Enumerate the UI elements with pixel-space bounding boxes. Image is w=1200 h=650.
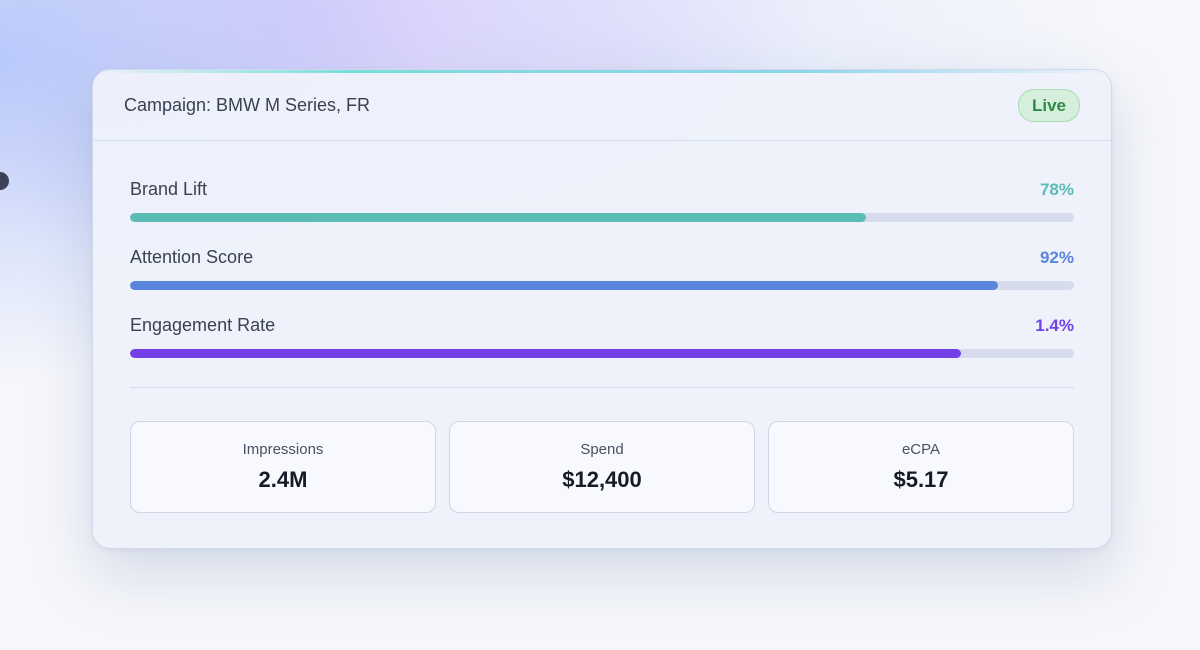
stat-impressions: Impressions 2.4M — [130, 421, 436, 513]
stat-value: $5.17 — [893, 467, 949, 492]
progress-fill — [130, 213, 867, 222]
stat-value: $12,400 — [562, 467, 642, 492]
metric-value: 92% — [1039, 248, 1074, 267]
stat-spend: Spend $12,400 — [449, 421, 755, 513]
section-divider — [130, 387, 1074, 388]
progress-track — [130, 349, 1074, 358]
campaign-title: Campaign: BMW M Series, FR — [124, 94, 371, 115]
progress-fill — [130, 349, 961, 358]
status-badge: Live — [1017, 88, 1080, 122]
background-dot — [0, 172, 9, 190]
metrics-list: Brand Lift 78% Attention Score 92% Engag… — [130, 179, 1074, 383]
metric-brand-lift: Brand Lift 78% — [130, 179, 1074, 247]
progress-track — [130, 213, 1074, 222]
metric-label: Brand Lift — [130, 179, 208, 199]
stats-row: Impressions 2.4M Spend $12,400 eCPA $5.1… — [130, 421, 1074, 513]
metric-value: 1.4% — [1035, 316, 1074, 335]
metric-label: Engagement Rate — [130, 315, 276, 335]
progress-track — [130, 281, 1074, 290]
card-accent-line — [93, 70, 1111, 73]
metric-label: Attention Score — [130, 247, 254, 267]
stat-label: eCPA — [901, 441, 941, 458]
stat-value: 2.4M — [258, 467, 308, 492]
metric-attention-score: Attention Score 92% — [130, 247, 1074, 315]
stat-ecpa: eCPA $5.17 — [768, 421, 1074, 513]
card-header: Campaign: BMW M Series, FR Live — [93, 70, 1111, 141]
metric-value: 78% — [1039, 180, 1074, 199]
metric-engagement-rate: Engagement Rate 1.4% — [130, 315, 1074, 383]
stat-label: Impressions — [242, 441, 324, 458]
stat-label: Spend — [580, 441, 624, 458]
progress-fill — [130, 281, 999, 290]
campaign-card: Campaign: BMW M Series, FR Live Brand Li… — [92, 69, 1112, 549]
